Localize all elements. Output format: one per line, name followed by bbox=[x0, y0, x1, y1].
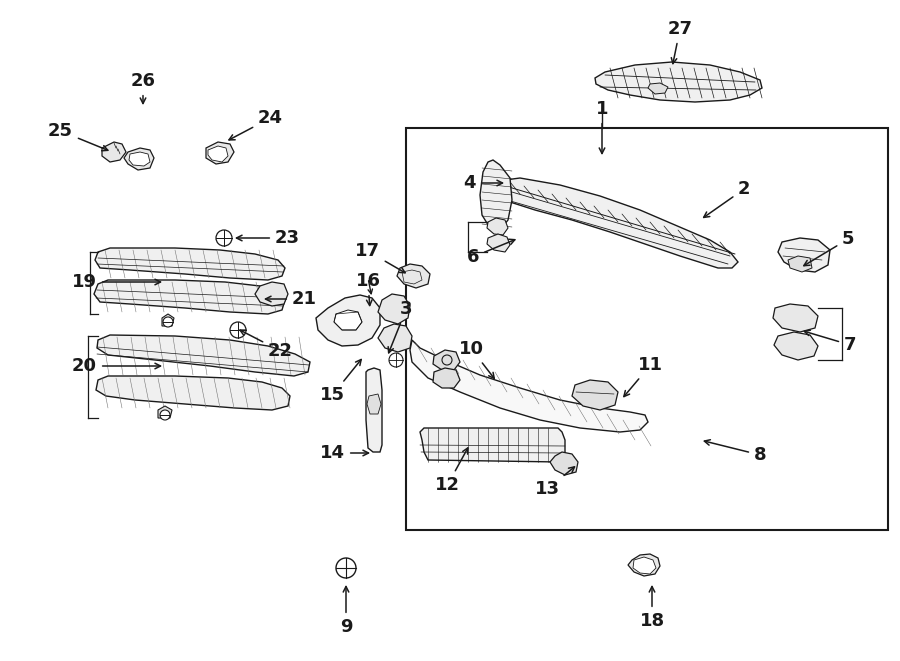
Text: 19: 19 bbox=[72, 273, 160, 291]
Polygon shape bbox=[433, 368, 460, 388]
Text: 8: 8 bbox=[705, 440, 767, 464]
Text: 21: 21 bbox=[266, 290, 317, 308]
Polygon shape bbox=[95, 248, 285, 280]
Text: 20: 20 bbox=[72, 357, 160, 375]
Polygon shape bbox=[633, 557, 656, 574]
Text: 25: 25 bbox=[48, 122, 108, 151]
Polygon shape bbox=[420, 428, 565, 462]
Text: 17: 17 bbox=[355, 242, 405, 273]
Polygon shape bbox=[487, 234, 510, 252]
Text: 14: 14 bbox=[320, 444, 368, 462]
Circle shape bbox=[160, 410, 170, 420]
Polygon shape bbox=[433, 350, 460, 370]
Polygon shape bbox=[162, 314, 174, 326]
Polygon shape bbox=[595, 62, 762, 102]
Polygon shape bbox=[572, 380, 618, 410]
Text: 26: 26 bbox=[130, 72, 156, 104]
Polygon shape bbox=[208, 146, 228, 162]
Polygon shape bbox=[378, 294, 410, 324]
Polygon shape bbox=[378, 324, 412, 352]
Circle shape bbox=[163, 317, 173, 327]
Text: 4: 4 bbox=[464, 174, 502, 192]
Text: 2: 2 bbox=[704, 180, 751, 217]
Text: 16: 16 bbox=[356, 272, 381, 305]
Polygon shape bbox=[648, 83, 668, 94]
Polygon shape bbox=[480, 160, 512, 230]
Text: 7: 7 bbox=[805, 330, 857, 354]
Polygon shape bbox=[778, 238, 830, 272]
Text: 13: 13 bbox=[535, 467, 574, 498]
Polygon shape bbox=[366, 368, 382, 452]
Polygon shape bbox=[487, 218, 508, 235]
Polygon shape bbox=[316, 295, 380, 346]
Polygon shape bbox=[206, 142, 234, 164]
Text: 18: 18 bbox=[639, 586, 664, 630]
Polygon shape bbox=[788, 256, 812, 272]
Polygon shape bbox=[158, 406, 172, 418]
Polygon shape bbox=[397, 264, 430, 288]
Text: 22: 22 bbox=[240, 330, 293, 360]
Text: 11: 11 bbox=[624, 356, 663, 397]
Polygon shape bbox=[367, 394, 381, 414]
Polygon shape bbox=[334, 310, 362, 330]
Text: 12: 12 bbox=[435, 448, 468, 494]
Polygon shape bbox=[773, 304, 818, 332]
Text: 6: 6 bbox=[466, 239, 515, 266]
Text: 9: 9 bbox=[340, 586, 352, 636]
Text: 15: 15 bbox=[320, 360, 361, 404]
Text: 24: 24 bbox=[229, 109, 283, 140]
Polygon shape bbox=[102, 142, 126, 162]
Polygon shape bbox=[550, 452, 578, 475]
Polygon shape bbox=[129, 152, 150, 166]
Polygon shape bbox=[255, 282, 288, 306]
Text: 1: 1 bbox=[596, 100, 608, 153]
Polygon shape bbox=[94, 280, 285, 314]
Text: 27: 27 bbox=[668, 20, 692, 63]
Polygon shape bbox=[124, 148, 154, 170]
Polygon shape bbox=[96, 376, 290, 410]
Text: 23: 23 bbox=[237, 229, 300, 247]
Polygon shape bbox=[97, 335, 310, 376]
Polygon shape bbox=[410, 340, 648, 432]
Text: 3: 3 bbox=[388, 300, 412, 353]
Polygon shape bbox=[628, 554, 660, 576]
Polygon shape bbox=[498, 178, 738, 268]
Text: 5: 5 bbox=[804, 230, 854, 266]
Polygon shape bbox=[774, 332, 818, 360]
Text: 10: 10 bbox=[459, 340, 494, 379]
